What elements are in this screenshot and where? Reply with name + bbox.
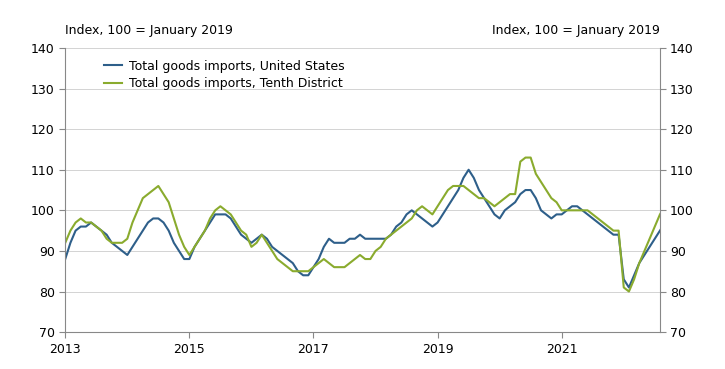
Legend: Total goods imports, United States, Total goods imports, Tenth District: Total goods imports, United States, Tota…: [102, 57, 347, 93]
Text: Index, 100 = January 2019: Index, 100 = January 2019: [492, 24, 660, 37]
Total goods imports, United States: [268, 245, 276, 249]
Line: Total goods imports, United States: Total goods imports, United States: [65, 129, 725, 287]
Total goods imports, United States: [61, 257, 70, 261]
Total goods imports, United States: [624, 285, 633, 290]
Total goods imports, United States: [117, 249, 126, 253]
Text: Index, 100 = January 2019: Index, 100 = January 2019: [65, 24, 233, 37]
Total goods imports, Tenth District: [117, 241, 126, 245]
Total goods imports, Tenth District: [61, 241, 70, 245]
Total goods imports, United States: [609, 232, 618, 237]
Total goods imports, Tenth District: [609, 228, 618, 233]
Total goods imports, United States: [604, 228, 613, 233]
Total goods imports, United States: [289, 261, 297, 265]
Total goods imports, Tenth District: [144, 192, 152, 196]
Total goods imports, United States: [144, 220, 152, 225]
Total goods imports, Tenth District: [604, 224, 613, 229]
Total goods imports, Tenth District: [624, 289, 633, 294]
Total goods imports, Tenth District: [268, 249, 276, 253]
Total goods imports, Tenth District: [289, 269, 297, 273]
Line: Total goods imports, Tenth District: Total goods imports, Tenth District: [65, 76, 725, 292]
